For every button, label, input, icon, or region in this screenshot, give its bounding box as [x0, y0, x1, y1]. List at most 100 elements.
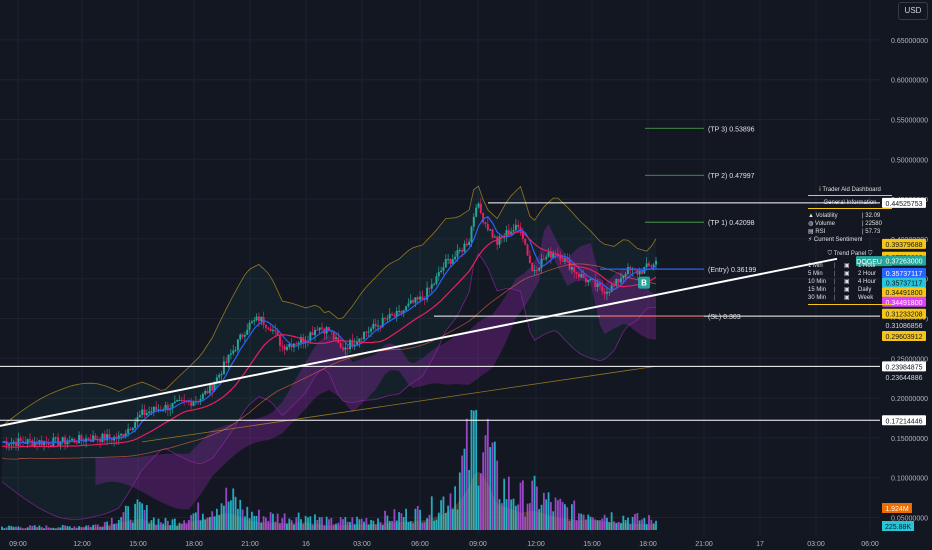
volume-bar [575, 520, 578, 530]
volume-bar [237, 508, 239, 530]
volume-bar [80, 526, 83, 530]
candle-body [421, 296, 424, 300]
candle-body [80, 435, 83, 441]
volume-bar [561, 501, 564, 530]
candle-body [92, 435, 95, 442]
candle-body [384, 317, 387, 319]
volume-bar [528, 503, 531, 530]
volume-bar [648, 515, 650, 530]
candle-body [22, 441, 25, 443]
candle-body [59, 442, 62, 446]
volume-bar [276, 513, 279, 530]
candle-body [120, 434, 123, 436]
candle-body [152, 406, 155, 412]
candle-body [122, 434, 125, 437]
volume-bar [479, 473, 482, 530]
volume-bar [592, 517, 594, 530]
candle-body [274, 330, 277, 332]
candle-body [36, 441, 39, 445]
volume-bar [549, 501, 552, 530]
volume-bar [435, 519, 438, 530]
volume-bar [423, 522, 426, 530]
volume-bar [337, 522, 340, 530]
volume-bar [234, 496, 237, 530]
volume-bar [365, 518, 368, 530]
volume-bar [124, 505, 127, 530]
volume-bar [131, 522, 134, 530]
candle-body [589, 278, 592, 280]
candle-body [50, 444, 53, 447]
candle-body [66, 441, 69, 445]
volume-bar [468, 469, 471, 530]
candle-body [381, 317, 384, 327]
price-label-bg [882, 296, 926, 307]
timeframe-divider: | [834, 295, 836, 301]
candle-body [356, 341, 359, 345]
candle-body [370, 328, 373, 332]
candle-body [232, 350, 235, 354]
volume-bar [517, 504, 520, 530]
bollinger-bands [1, 185, 657, 520]
volume-bar [524, 516, 527, 530]
volume-bar [489, 447, 492, 530]
price-tick-label: 0.15000000 [891, 436, 928, 443]
candle-body [145, 413, 148, 415]
candle-body [8, 444, 11, 446]
volume-bar [608, 522, 611, 530]
volume-bar [613, 521, 615, 530]
candle-body [199, 399, 202, 402]
volume-bar [101, 527, 104, 530]
volume-bar [599, 520, 601, 530]
candle-body [99, 439, 102, 442]
volume-bar [470, 410, 473, 530]
volume-bar [594, 519, 597, 530]
volume-bar [377, 518, 379, 530]
candle-body [283, 346, 286, 350]
time-tick-label: 06:00 [411, 541, 429, 548]
volume-bar [31, 525, 34, 530]
volume-bar [407, 522, 410, 530]
candle-body [166, 404, 169, 411]
price-label-bg [882, 361, 926, 372]
volume-bar [45, 525, 48, 530]
candle-body [178, 399, 181, 401]
candle-body [624, 273, 627, 276]
candle-body [201, 393, 204, 400]
volume-bar [353, 524, 356, 530]
volume-bar [33, 525, 36, 530]
volume-bar [1, 526, 3, 530]
timeframe-row: 5 Min | ▣ 2 Hour [808, 270, 892, 278]
candle-body [559, 254, 562, 261]
volume-bar [82, 527, 85, 530]
volume-bar [71, 528, 73, 530]
candle-body [110, 438, 113, 441]
candle-body [346, 347, 349, 349]
volume-bar [295, 517, 298, 530]
dashboard-row: ▲ Volatility | 32.09 [808, 212, 892, 220]
candle-body [246, 329, 249, 335]
volume-bar [297, 512, 300, 530]
candle-body [400, 310, 403, 314]
candle-body [573, 267, 576, 273]
volume-bar [218, 515, 221, 530]
volume-bar [10, 525, 13, 530]
candle-body [531, 262, 534, 271]
volume-bar [557, 500, 559, 530]
candle-body [94, 435, 97, 440]
volume-bar [542, 492, 545, 530]
candle-body [271, 330, 274, 332]
candle-body [150, 411, 153, 413]
volume-bar [283, 513, 286, 530]
volume-bar [606, 517, 608, 530]
volume-bar [624, 520, 627, 530]
dashboard-subtitle: General Information [808, 199, 892, 209]
volume-bar [585, 519, 587, 530]
candle-body [430, 284, 433, 289]
volume-bar [545, 499, 548, 530]
timeframe-row: 15 Min | ▣ Daily [808, 286, 892, 294]
price-label-text: 0.17214446 [886, 418, 923, 425]
currency-button[interactable]: USD [898, 2, 928, 20]
volume-bar [486, 418, 489, 530]
dashboard-divider [808, 304, 892, 305]
